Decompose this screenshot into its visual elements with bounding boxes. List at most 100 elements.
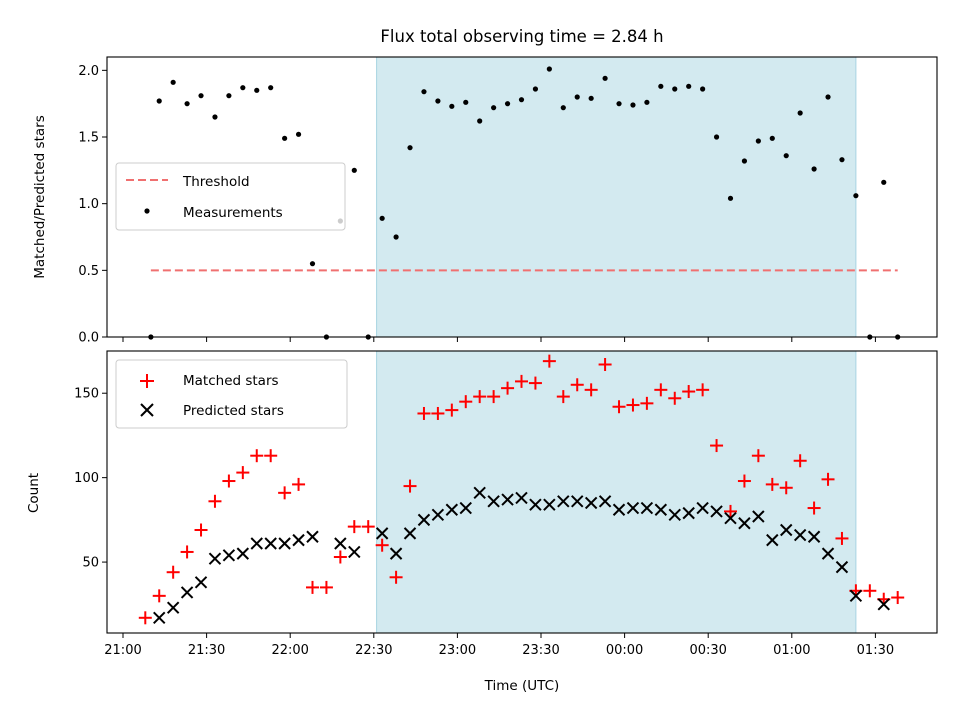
matched-star-point — [835, 531, 849, 545]
bottom-xtick-label: 00:00 — [606, 643, 643, 658]
measurement-point — [546, 66, 552, 72]
matched-star-point — [445, 403, 459, 417]
measurement-point — [463, 99, 469, 105]
top-shaded-region — [376, 56, 857, 338]
measurement-point — [700, 86, 706, 92]
predicted-star-point — [194, 576, 208, 589]
matched-star-point — [333, 550, 347, 564]
measurement-point — [797, 110, 803, 116]
bottom-ylabel: Count — [26, 473, 42, 513]
legend-threshold-label: Threshold — [182, 174, 250, 190]
predicted-x-b — [724, 511, 737, 525]
matched-star-point — [626, 398, 640, 412]
predicted-x-b — [208, 552, 222, 565]
matched-star-point — [264, 449, 278, 463]
bottom-xtick-label: 22:30 — [355, 643, 392, 658]
measurement-point — [853, 193, 859, 199]
predicted-star-point — [793, 528, 807, 542]
measurement-point — [184, 101, 190, 107]
predicted-x-b — [626, 501, 640, 515]
predicted-star-point — [835, 560, 849, 574]
bottom-ytick-label: 150 — [74, 387, 99, 402]
measurement-point — [268, 85, 274, 91]
predicted-star-point — [821, 547, 835, 560]
predicted-star-point — [278, 537, 291, 550]
matched-star-point — [389, 570, 403, 584]
bottom-legend: Matched stars Predicted stars — [115, 359, 348, 429]
measurement-point — [755, 138, 761, 144]
matched-star-point — [222, 474, 236, 488]
predicted-star-point — [431, 508, 445, 522]
predicted-star-point — [250, 537, 263, 550]
matched-star-point — [556, 390, 570, 404]
bottom-xtick-label: 21:00 — [104, 643, 141, 658]
matched-star-point — [654, 383, 668, 397]
predicted-x-b — [431, 508, 445, 522]
bottom-x-axis: 21:00 21:30 22:00 22:30 23:00 23:30 00:00 00:30… — [104, 633, 894, 658]
matched-star-point — [459, 395, 473, 409]
matched-star-point — [668, 391, 682, 405]
measurement-point — [309, 261, 316, 267]
predicted-x-b — [292, 533, 305, 547]
predicted-star-point — [668, 508, 681, 522]
legend-measurements-swatch — [144, 208, 150, 214]
predicted-x-b — [682, 506, 695, 520]
predicted-x-b — [166, 601, 180, 614]
matched-star-point — [236, 466, 250, 480]
measurement-point — [602, 75, 608, 81]
count-panel: 50 100 150 21:00 21:30 22:00 22:30 23:00 23:30 0… — [26, 350, 938, 694]
predicted-star-point — [849, 589, 863, 603]
measurement-point — [198, 93, 204, 99]
matched-star-point — [152, 589, 166, 603]
matched-star-point — [431, 406, 445, 420]
matched-star-point — [584, 383, 598, 397]
measurement-point — [254, 87, 260, 93]
predicted-x-b — [598, 495, 612, 508]
measurement-point — [825, 94, 831, 100]
top-legend-box — [115, 162, 346, 231]
predicted-star-point — [236, 547, 250, 560]
predicted-x-b — [557, 495, 570, 508]
predicted-star-point — [738, 517, 751, 530]
predicted-star-point — [612, 503, 626, 516]
predicted-star-point — [403, 527, 417, 540]
predicted-star-point — [389, 547, 403, 560]
measurement-point — [393, 234, 399, 240]
matched-star-point — [305, 580, 319, 594]
bottom-xtick-label: 00:30 — [689, 643, 726, 658]
top-legend: Threshold Measurements — [115, 162, 346, 231]
predicted-star-point — [334, 537, 347, 550]
top-ytick-label: 2.0 — [78, 64, 99, 79]
measurement-point — [212, 114, 218, 120]
bottom-frame — [106, 350, 938, 634]
predicted-x-b — [417, 513, 431, 527]
predicted-star-point — [807, 530, 821, 543]
predicted-star-point — [153, 611, 166, 625]
measurement-point — [295, 131, 302, 137]
top-frame — [106, 56, 938, 338]
chart-title: Flux total observing time = 2.84 h — [380, 27, 663, 46]
predicted-x-b — [738, 517, 751, 530]
matched-star-point — [696, 383, 710, 397]
measurement-point — [351, 167, 357, 173]
measurement-point — [449, 103, 455, 109]
predicted-x-b — [571, 495, 584, 508]
bottom-xtick-label: 01:00 — [773, 643, 810, 658]
matched-star-point — [319, 580, 333, 594]
matched-star-point — [863, 584, 877, 598]
bottom-ytick-label: 50 — [82, 556, 99, 571]
predicted-x-b — [543, 498, 556, 511]
predicted-star-point — [208, 552, 222, 565]
bottom-xtick-label: 23:30 — [522, 643, 559, 658]
predicted-star-point — [640, 501, 654, 515]
predicted-star-point — [473, 486, 486, 500]
ratio-panel: Flux total observing time = 2.84 h 0.00.… — [32, 27, 938, 346]
matched-star-point — [347, 520, 361, 534]
predicted-x-b — [793, 528, 807, 542]
legend-predicted-label: Predicted stars — [183, 403, 284, 419]
predicted-star-point — [501, 493, 514, 506]
predicted-star-point — [584, 496, 598, 510]
predicted-x-b — [375, 527, 389, 540]
matched-star-point — [292, 477, 306, 491]
predicted-x-b — [194, 576, 208, 589]
